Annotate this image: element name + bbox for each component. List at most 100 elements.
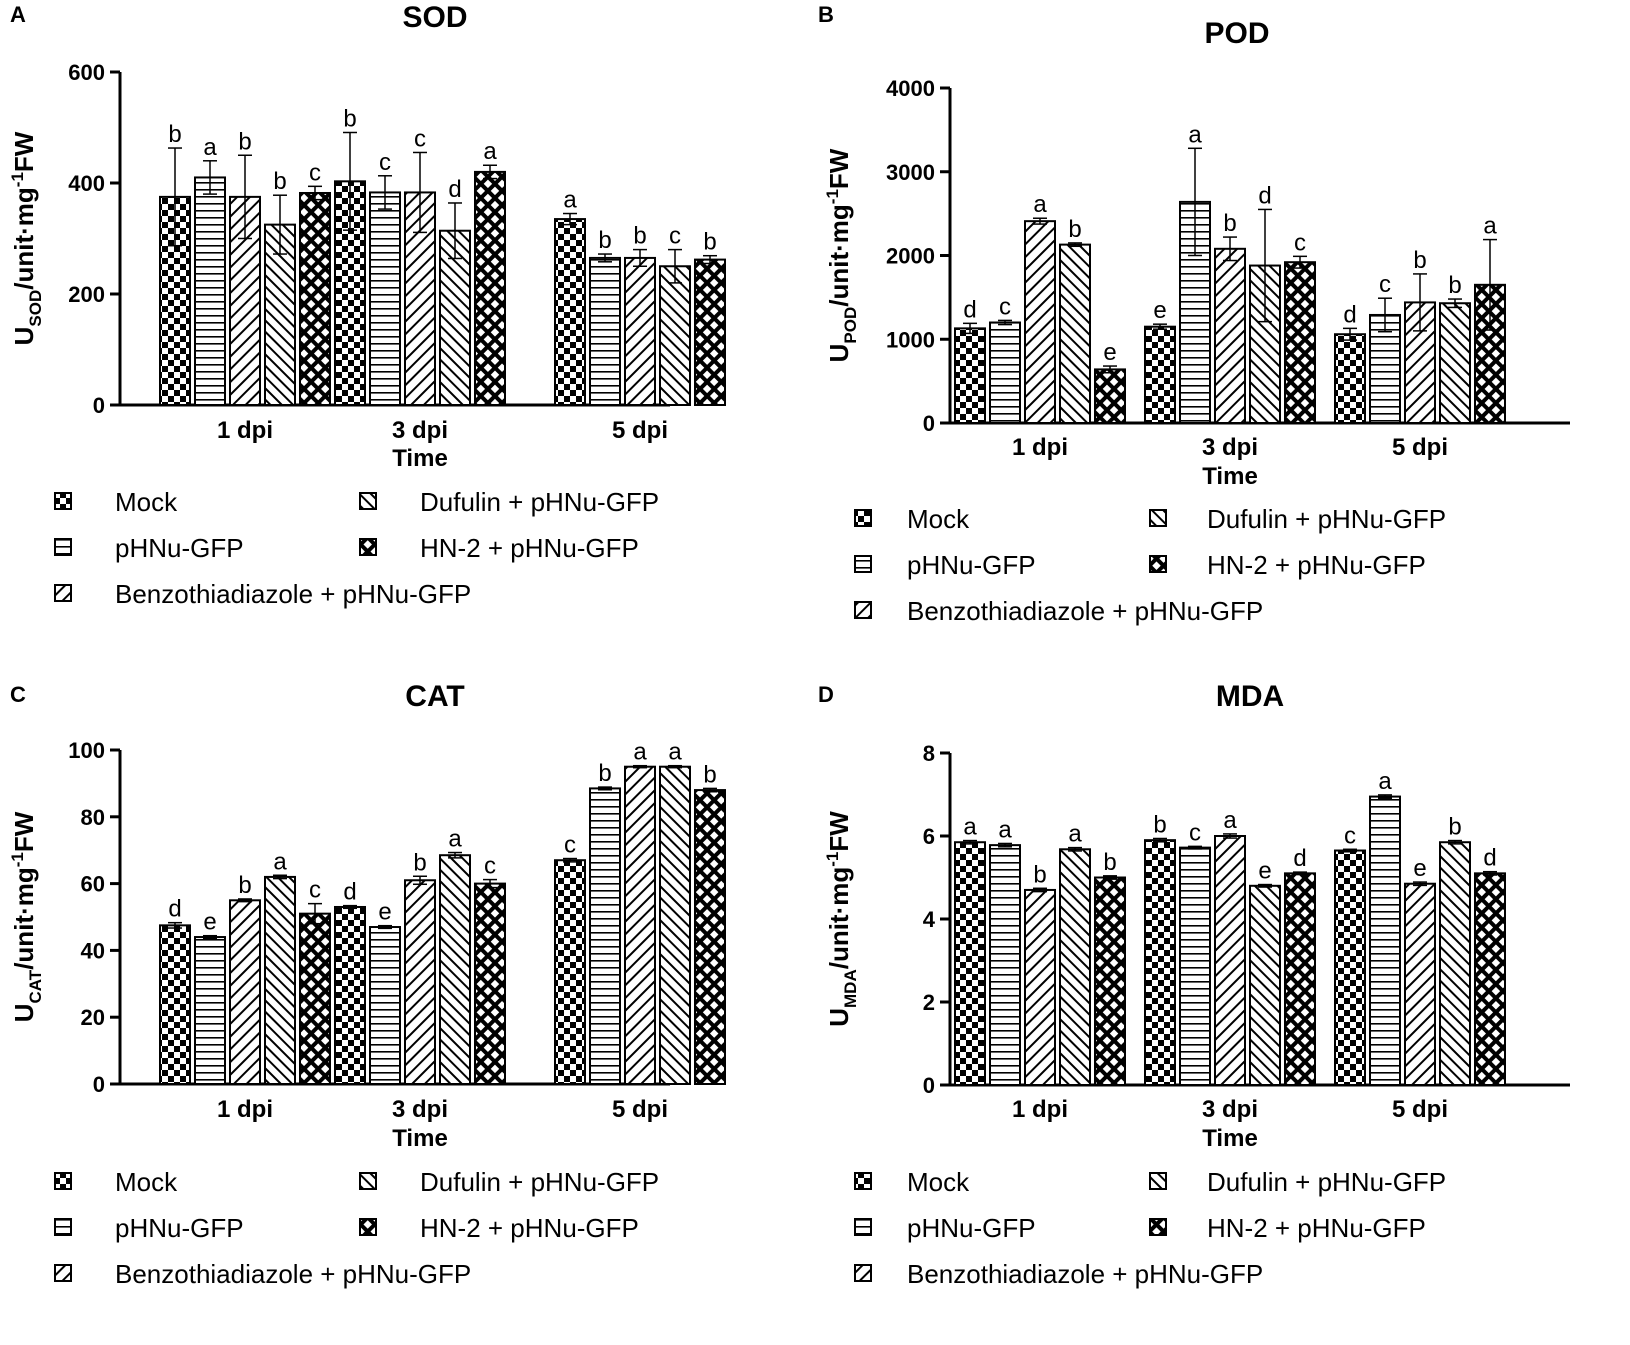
significance-letter: c [564, 832, 576, 859]
bar [1284, 872, 1316, 1086]
legend-swatch [359, 538, 377, 556]
y-tick-label: 40 [81, 938, 105, 963]
legend-swatch [359, 1218, 377, 1236]
bar [1094, 368, 1126, 424]
legend-swatch [54, 538, 72, 556]
x-tick-label: 1 dpi [217, 417, 273, 444]
bar [589, 256, 621, 406]
x-axis-label: Time [1202, 463, 1258, 490]
x-tick-label: 5 dpi [612, 417, 668, 444]
legend-swatch [854, 1264, 872, 1282]
significance-letter: e [1413, 855, 1426, 882]
legend-label: Mock [907, 1167, 970, 1197]
y-label-unit: /unit·mg [824, 867, 854, 970]
bar [299, 912, 331, 1085]
bar [1214, 835, 1246, 1086]
bar [1404, 882, 1436, 1086]
legend-label: HN-2 + pHNu-GFP [1207, 1213, 1426, 1243]
y-tick-label: 60 [81, 872, 105, 897]
legend-label: Benzothiadiazole + pHNu-GFP [115, 579, 471, 609]
bar [1024, 220, 1056, 424]
significance-letter: d [1258, 182, 1271, 209]
legend-label: HN-2 + pHNu-GFP [420, 533, 639, 563]
bar [554, 218, 586, 406]
bar [1284, 261, 1316, 425]
legend-label: Benzothiadiazole + pHNu-GFP [115, 1259, 471, 1289]
significance-letter: a [203, 134, 217, 161]
y-tick-label: 4 [923, 907, 936, 932]
significance-letter: c [309, 159, 321, 186]
legend-swatch [1149, 1172, 1167, 1190]
y-label-end: FW [9, 811, 39, 852]
legend-label: pHNu-GFP [907, 550, 1036, 580]
legend-label: Mock [115, 1167, 178, 1197]
bar [1059, 243, 1091, 424]
significance-letter: c [1379, 271, 1391, 298]
legend-label: Dufulin + pHNu-GFP [420, 1167, 659, 1197]
legend-label: HN-2 + pHNu-GFP [420, 1213, 639, 1243]
significance-letter: a [1068, 821, 1082, 848]
bar [1439, 302, 1471, 424]
y-label-main: U [824, 344, 854, 363]
significance-letter: a [1223, 807, 1237, 834]
x-tick-label: 1 dpi [217, 1096, 273, 1123]
chart-title: SOD [402, 1, 467, 34]
significance-letter: e [203, 909, 216, 936]
significance-letter: b [1068, 216, 1081, 243]
significance-letter: b [598, 760, 611, 787]
bar [299, 191, 331, 406]
bar [229, 899, 261, 1085]
bar [954, 841, 986, 1086]
significance-letter: b [413, 849, 426, 876]
significance-letter: b [1153, 811, 1166, 838]
y-label-sub: CAT [26, 969, 45, 1003]
x-tick-label: 1 dpi [1012, 434, 1068, 461]
y-tick-label: 0 [923, 1073, 935, 1098]
significance-letter: d [343, 879, 356, 906]
y-label-sub: MDA [841, 969, 860, 1008]
y-label-main: U [9, 327, 39, 346]
significance-letter: a [1033, 191, 1047, 218]
y-axis-label: UMDA/unit·mg-1FW [823, 811, 860, 1027]
significance-letter: a [273, 848, 287, 875]
x-axis-label: Time [392, 445, 448, 472]
significance-letter: d [1483, 845, 1496, 872]
y-axis-label: USOD/unit·mg-1FW [8, 131, 45, 345]
legend-swatch [359, 1172, 377, 1190]
bar [1094, 876, 1126, 1086]
x-tick-label: 3 dpi [392, 1096, 448, 1123]
significance-letter: a [1188, 121, 1202, 148]
y-tick-label: 4000 [886, 76, 935, 101]
bar [369, 926, 401, 1085]
significance-letter: c [379, 149, 391, 176]
significance-letter: a [1483, 213, 1497, 240]
bar [1179, 846, 1211, 1086]
significance-letter: d [1293, 845, 1306, 872]
x-tick-label: 3 dpi [392, 417, 448, 444]
y-label-sup: -1 [8, 172, 27, 187]
legend-swatch [54, 1264, 72, 1282]
significance-letter: e [1258, 858, 1271, 885]
significance-letter: c [309, 877, 321, 904]
bar [194, 176, 226, 406]
legend-swatch [1149, 509, 1167, 527]
legend-swatch [1149, 1218, 1167, 1236]
bar [264, 875, 296, 1085]
significance-letter: d [448, 176, 461, 203]
x-tick-label: 5 dpi [1392, 434, 1448, 461]
significance-letter: d [963, 296, 976, 323]
y-tick-label: 0 [93, 393, 105, 418]
y-label-end: FW [824, 148, 854, 189]
significance-letter: e [1153, 297, 1166, 324]
significance-letter: a [448, 826, 462, 853]
significance-letter: b [703, 229, 716, 256]
chart-title: MDA [1216, 680, 1284, 713]
significance-letter: a [668, 739, 682, 766]
legend-label: pHNu-GFP [907, 1213, 1036, 1243]
bar [159, 924, 191, 1085]
significance-letter: b [168, 121, 181, 148]
x-axis-label: Time [392, 1125, 448, 1152]
significance-letter: c [1294, 229, 1306, 256]
